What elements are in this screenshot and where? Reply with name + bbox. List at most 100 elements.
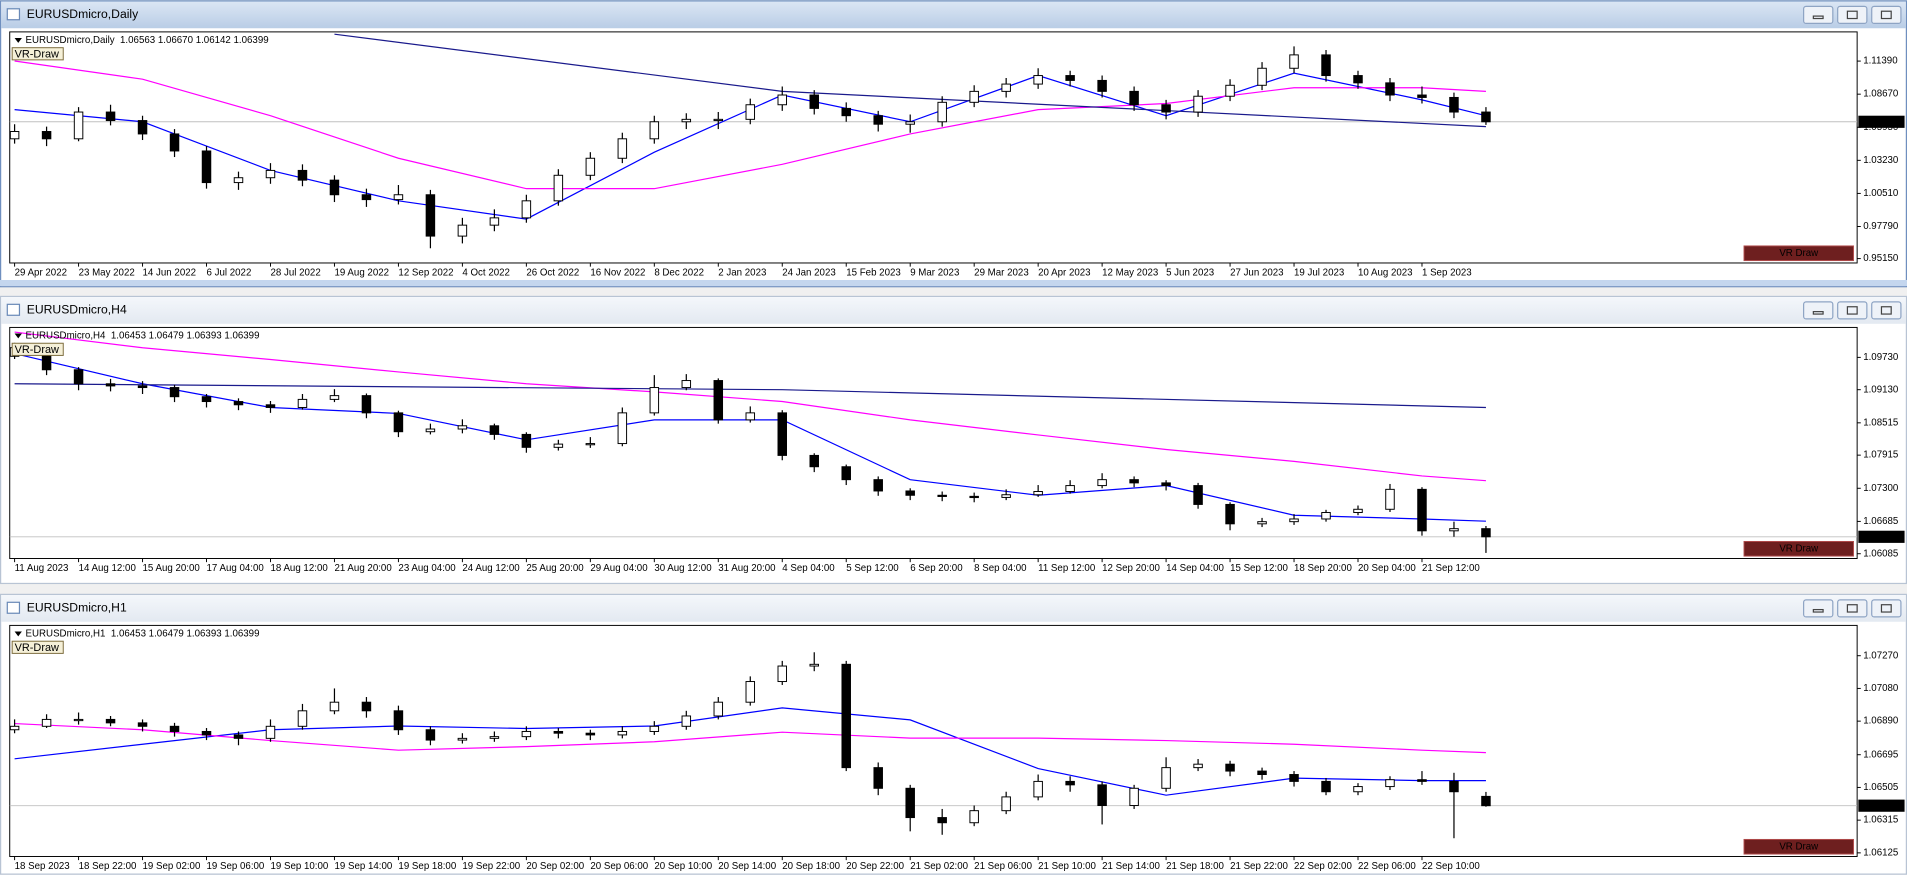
y-tick-label: 1.09130 [1863, 384, 1899, 395]
candle-body [73, 111, 84, 140]
x-tick-label: 18 Aug 12:00 [270, 563, 328, 574]
candle-body [1321, 780, 1331, 793]
candle-body [1001, 494, 1011, 498]
window-icon [6, 601, 21, 614]
vr-draw-button-label: VR Draw [1779, 248, 1819, 259]
y-tick-label: 1.06505 [1863, 782, 1898, 793]
close-button[interactable] [1871, 5, 1902, 24]
candle-body [265, 404, 276, 408]
candle-body [1193, 763, 1203, 769]
x-tick-label: 11 Aug 2023 [15, 563, 69, 574]
candle-body [9, 131, 20, 140]
maximize-button[interactable] [1837, 301, 1868, 320]
candle-body [745, 104, 756, 120]
y-tick-label: 1.08515 [1863, 417, 1898, 428]
close-button[interactable] [1871, 301, 1902, 320]
candle-body [361, 194, 372, 201]
button-glyph [1880, 604, 1892, 613]
indicator-label: VR-Draw [15, 344, 59, 356]
candle-body [1161, 104, 1171, 113]
candle-body [617, 730, 628, 736]
candle-body [489, 736, 500, 739]
moving-average-line [14, 383, 1486, 409]
candle-body [521, 200, 532, 219]
candle-body [745, 412, 756, 421]
candle-body [233, 734, 244, 739]
x-tick-label: 25 Aug 20:00 [526, 563, 584, 574]
candle-body [329, 701, 340, 712]
candle-body [649, 725, 660, 732]
y-tick-label: 1.03230 [1863, 155, 1899, 166]
button-glyph [1812, 311, 1824, 315]
x-tick-label: 6 Sep 20:00 [910, 563, 963, 574]
candle-body [521, 433, 532, 448]
vr-draw-button[interactable] [1743, 245, 1854, 262]
window-title: EURUSDmicro,Daily [27, 7, 139, 21]
candle-body [233, 177, 244, 184]
current-price-label: 1.06399 [1862, 531, 1897, 542]
candle-body [1065, 780, 1075, 786]
candle-body [1449, 528, 1459, 532]
candle-body [457, 425, 468, 430]
candle-body [809, 454, 819, 468]
candle-body [1289, 54, 1299, 69]
candle-body [713, 701, 724, 717]
minimize-button[interactable] [1803, 599, 1834, 618]
title-bar [1, 594, 1906, 622]
minimize-button[interactable] [1803, 5, 1834, 24]
x-tick-label: 20 Sep 18:00 [782, 861, 840, 872]
x-tick-label: 9 Mar 2023 [910, 267, 959, 278]
candle-body [361, 701, 372, 712]
candle-body [969, 810, 979, 824]
candle-body [873, 767, 883, 789]
y-tick-label: 1.06685 [1863, 516, 1898, 527]
y-tick-label: 1.06315 [1863, 815, 1898, 826]
y-tick-label: 0.95150 [1863, 253, 1899, 264]
info-triangle [14, 333, 22, 339]
plot [9, 652, 1858, 839]
vr-draw-button[interactable] [1743, 540, 1854, 557]
chart-info: EURUSDmicro,H1 1.06453 1.06479 1.06393 1… [26, 628, 260, 639]
maximize-button[interactable] [1837, 599, 1868, 618]
candle-body [41, 131, 52, 140]
candle-body [393, 412, 404, 433]
button-glyph [1846, 10, 1858, 20]
candle-body [681, 380, 692, 389]
minimize-button[interactable] [1803, 301, 1834, 320]
candle-body [969, 495, 979, 499]
candle-body [1129, 90, 1139, 106]
x-tick-label: 14 Aug 12:00 [79, 563, 137, 574]
candle-body [521, 730, 532, 738]
candle-body [1225, 84, 1235, 97]
x-tick-label: 14 Jun 2022 [143, 267, 197, 278]
x-tick-label: 22 Sep 02:00 [1294, 861, 1352, 872]
moving-average-line [14, 331, 1486, 482]
candle-body [105, 383, 116, 387]
x-tick-label: 18 Sep 20:00 [1294, 563, 1352, 574]
candle-body [1097, 784, 1107, 806]
x-tick-label: 28 Jul 2022 [270, 267, 320, 278]
x-tick-label: 18 Sep 22:00 [79, 861, 137, 872]
candle-body [137, 722, 148, 727]
candle-body [297, 710, 308, 727]
candle-body [1001, 83, 1011, 92]
y-tick-label: 1.06125 [1863, 847, 1898, 858]
candle-body [1161, 482, 1171, 487]
vr-draw-button-label: VR Draw [1779, 841, 1819, 852]
candle-body [1225, 503, 1235, 525]
x-tick-label: 21 Sep 02:00 [910, 861, 968, 872]
candle-body [1097, 479, 1107, 487]
candle-body [329, 395, 340, 400]
current-price-box [1858, 530, 1905, 543]
maximize-button[interactable] [1837, 5, 1868, 24]
x-tick-label: 19 Sep 10:00 [270, 861, 328, 872]
candle-body [681, 715, 692, 727]
x-tick-label: 19 Aug 2022 [334, 267, 389, 278]
candle-body [1033, 780, 1043, 798]
chart-window: EURUSDmicro,H4 1.09730 1.09130 1.08515 1.079… [0, 295, 1907, 585]
candle-body [617, 138, 628, 159]
close-button[interactable] [1871, 599, 1902, 618]
x-tick-label: 12 Sep 20:00 [1102, 563, 1160, 574]
vr-draw-button[interactable] [1743, 838, 1854, 855]
candle-body [1449, 780, 1459, 793]
